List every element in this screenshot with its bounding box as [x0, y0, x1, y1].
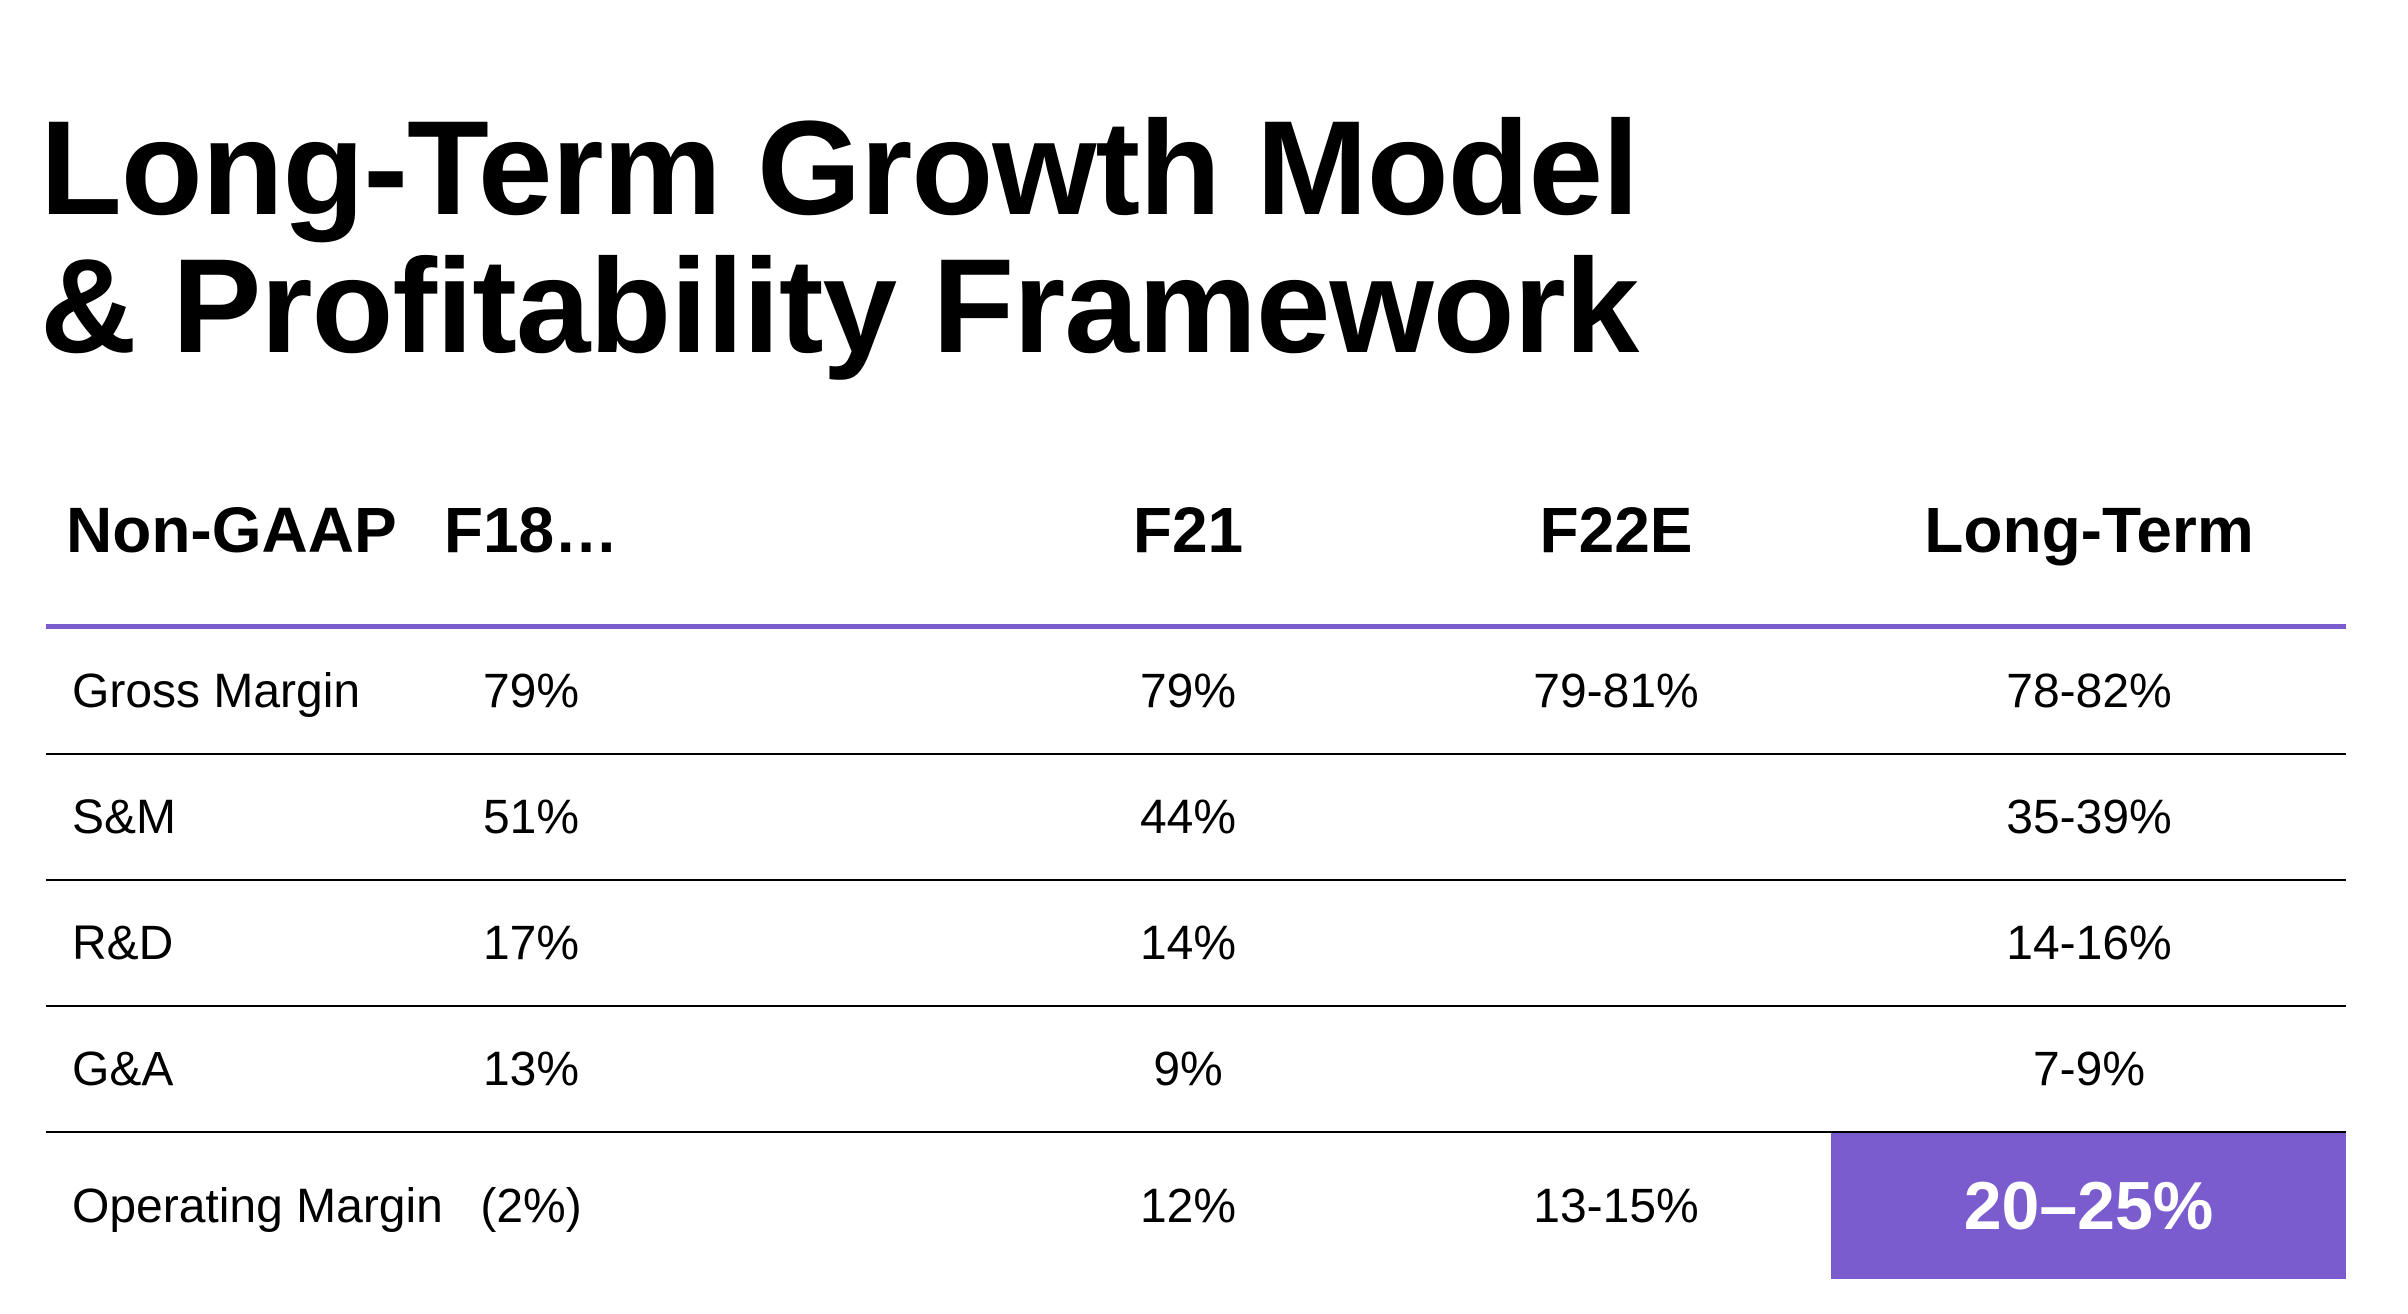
page-title: Long-Term Growth Model & Profitability F…: [40, 94, 1639, 381]
header-long-term: Long-Term: [1924, 494, 2254, 566]
title-line-1: Long-Term Growth Model: [40, 94, 1639, 243]
table-row-operating-margin: Operating Margin (2%) 12% 13-15% 20–25%: [46, 1133, 2346, 1279]
cell-f21: 9%: [1153, 1042, 1223, 1096]
header-f22e: F22E: [1539, 494, 1693, 566]
row-label: Gross Margin: [72, 664, 361, 718]
cell-f22e: [1346, 755, 1886, 879]
cell-f22e: [1346, 881, 1886, 1005]
cell-f18: 13%: [482, 1042, 580, 1096]
title-line-2: & Profitability Framework: [40, 232, 1639, 381]
header-f18: F18…: [443, 494, 619, 566]
cell-f18: 17%: [482, 916, 580, 970]
cell-f21: 79%: [1139, 664, 1237, 718]
cell-long-term: 78-82%: [2006, 664, 2172, 718]
cell-f21: 44%: [1139, 790, 1237, 844]
row-label: S&M: [72, 790, 177, 844]
cell-long-term: 7-9%: [2032, 1042, 2146, 1096]
table-row-sm: S&M 51% 44% 35-39%: [46, 755, 2346, 881]
header-non-gaap: Non-GAAP: [66, 494, 397, 566]
cell-f18: (2%): [480, 1179, 582, 1233]
table-row-gross-margin: Gross Margin 79% 79% 79-81% 78-82%: [46, 629, 2346, 755]
cell-f22e: 79-81%: [1533, 664, 1699, 718]
cell-f18: 51%: [482, 790, 580, 844]
table-row-rd: R&D 17% 14% 14-16%: [46, 881, 2346, 1007]
row-label: G&A: [72, 1042, 174, 1096]
table-header-row: Non-GAAP F18… F21 F22E Long-Term: [46, 460, 2346, 629]
row-label: Operating Margin: [72, 1179, 443, 1233]
cell-f22e: 13-15%: [1533, 1179, 1699, 1233]
cell-long-term: 14-16%: [2006, 916, 2172, 970]
profitability-table: Non-GAAP F18… F21 F22E Long-Term Gross M…: [46, 460, 2346, 1279]
table-row-ga: G&A 13% 9% 7-9%: [46, 1007, 2346, 1133]
cell-f21: 14%: [1139, 916, 1237, 970]
cell-f22e: [1346, 1007, 1886, 1131]
cell-f18: 79%: [482, 664, 580, 718]
cell-long-term: 35-39%: [2006, 790, 2172, 844]
cell-f21: 12%: [1139, 1179, 1237, 1233]
header-f21: F21: [1132, 494, 1244, 566]
long-term-operating-margin-highlight: 20–25%: [1831, 1133, 2346, 1279]
row-label: R&D: [72, 916, 174, 970]
